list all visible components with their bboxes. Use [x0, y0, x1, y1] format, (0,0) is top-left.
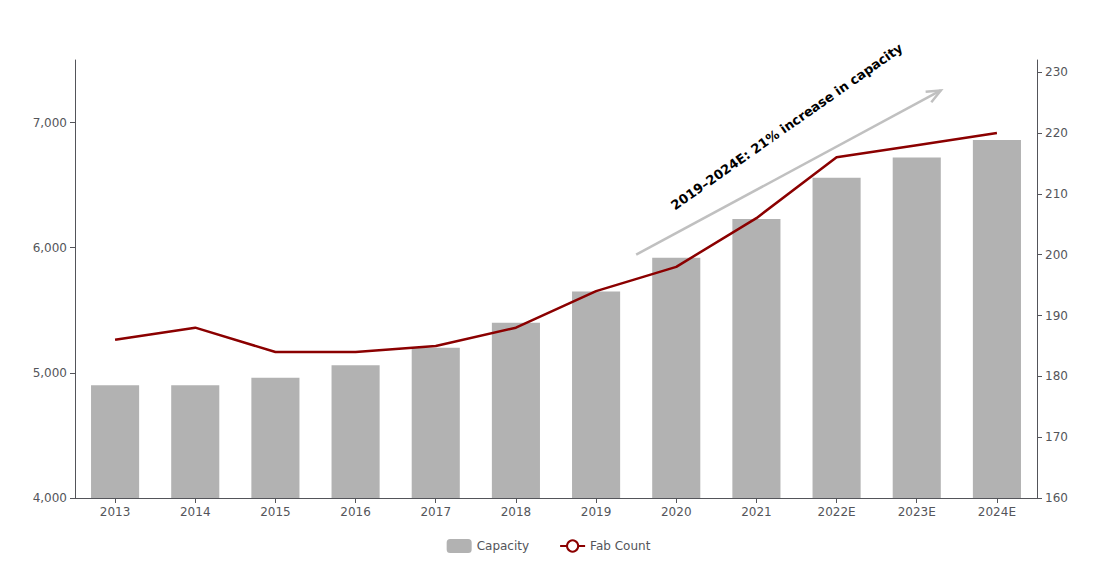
svg-text:190: 190 — [1045, 309, 1068, 323]
svg-text:2018: 2018 — [501, 505, 532, 519]
svg-text:2015: 2015 — [260, 505, 291, 519]
svg-text:2020: 2020 — [661, 505, 692, 519]
svg-text:2014: 2014 — [180, 505, 211, 519]
svg-text:2023E: 2023E — [898, 505, 936, 519]
svg-text:200: 200 — [1045, 248, 1068, 262]
svg-text:180: 180 — [1045, 369, 1068, 383]
svg-text:170: 170 — [1045, 430, 1068, 444]
svg-text:6,000: 6,000 — [33, 241, 67, 255]
svg-text:210: 210 — [1045, 187, 1068, 201]
svg-text:220: 220 — [1045, 126, 1068, 140]
svg-text:2017: 2017 — [420, 505, 451, 519]
svg-text:5,000: 5,000 — [33, 366, 67, 380]
svg-text:230: 230 — [1045, 65, 1068, 79]
svg-text:2024E: 2024E — [978, 505, 1016, 519]
svg-text:2022E: 2022E — [818, 505, 856, 519]
svg-text:Capacity: Capacity — [477, 539, 529, 553]
svg-text:160: 160 — [1045, 491, 1068, 505]
svg-text:2016: 2016 — [340, 505, 371, 519]
svg-text:7,000: 7,000 — [33, 116, 67, 130]
svg-text:4,000: 4,000 — [33, 491, 67, 505]
svg-text:2013: 2013 — [100, 505, 131, 519]
svg-text:2021: 2021 — [741, 505, 772, 519]
svg-text:2019: 2019 — [581, 505, 612, 519]
svg-text:2019–2024E: 21% increase in ca: 2019–2024E: 21% increase in capacity — [668, 40, 906, 213]
svg-text:Fab Count: Fab Count — [590, 539, 651, 553]
